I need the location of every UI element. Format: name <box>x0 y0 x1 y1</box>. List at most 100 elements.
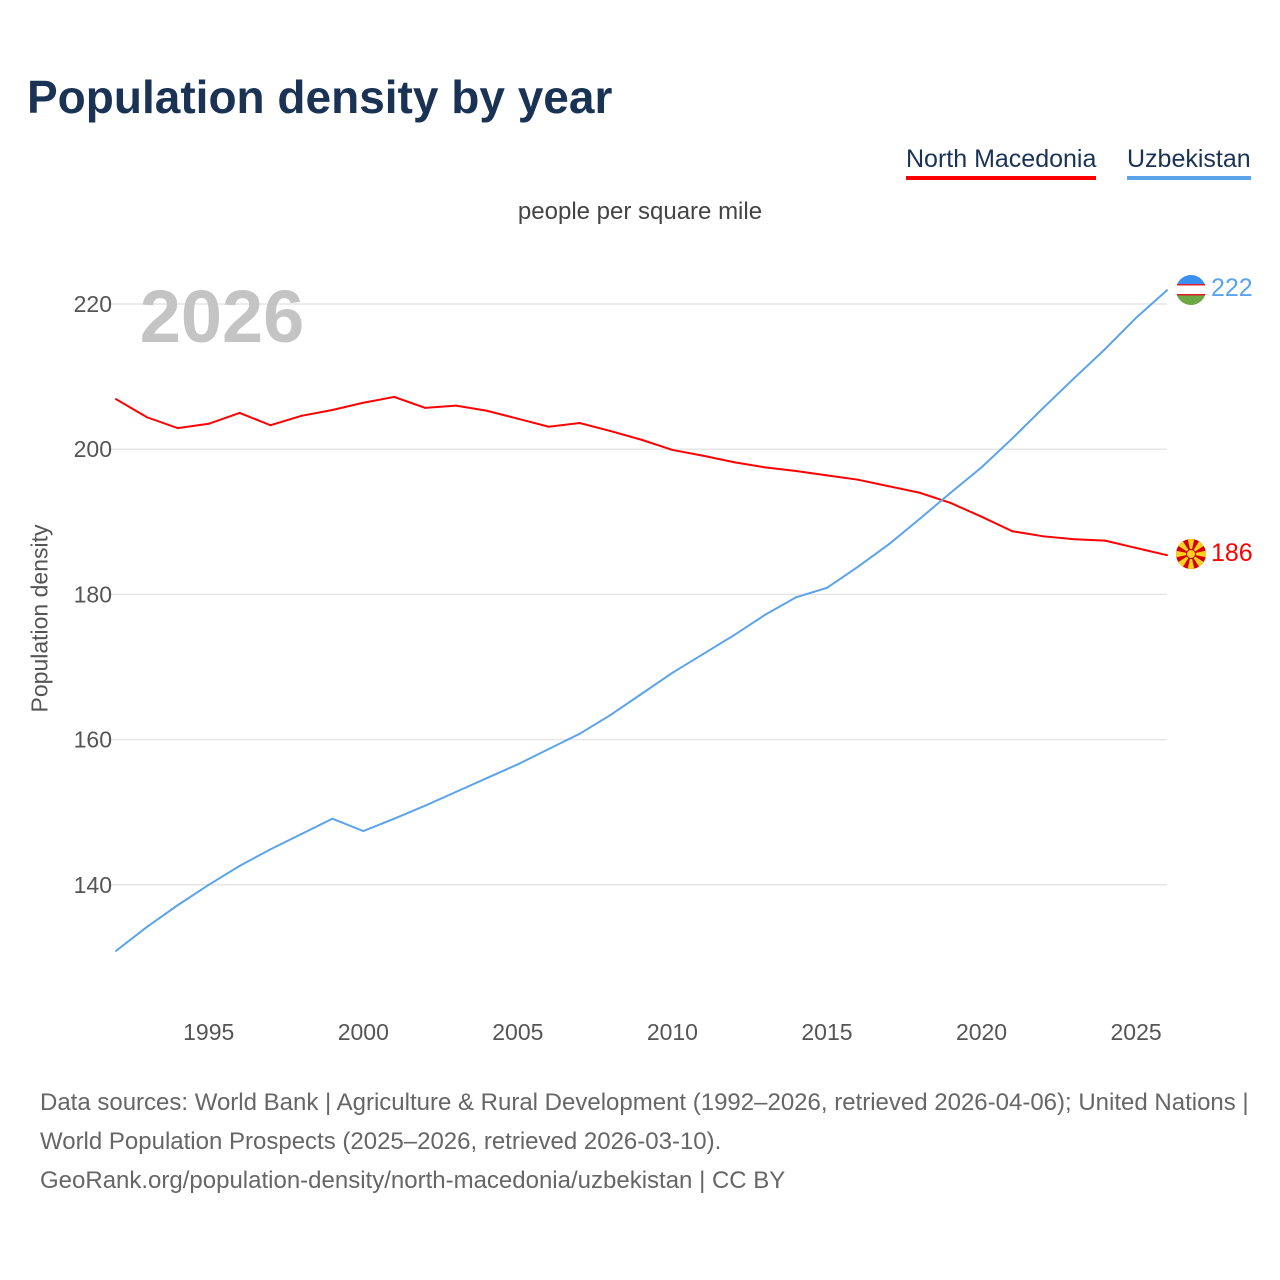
series-line-north-macedonia[interactable] <box>115 395 1168 557</box>
x-tick-label: 2005 <box>492 1019 543 1045</box>
data-point <box>1135 316 1138 319</box>
data-point <box>1073 377 1076 380</box>
legend-uzbekistan[interactable]: Uzbekistan <box>1127 145 1251 180</box>
data-point <box>393 817 396 820</box>
data-point <box>115 398 117 401</box>
data-point <box>424 804 427 807</box>
data-point <box>980 466 983 469</box>
data-point <box>269 848 272 851</box>
data-point <box>825 474 828 477</box>
y-tick-label: 140 <box>74 872 112 898</box>
data-point <box>362 830 365 833</box>
data-point <box>795 596 798 599</box>
data-point <box>702 652 705 655</box>
data-point <box>856 478 859 481</box>
data-point <box>733 461 736 464</box>
x-tick-label: 2020 <box>956 1019 1007 1045</box>
data-point <box>485 409 488 412</box>
data-point <box>671 671 674 674</box>
footer: Data sources: World Bank | Agriculture &… <box>40 1083 1250 1200</box>
series-line-uzbekistan[interactable] <box>115 289 1168 952</box>
data-point <box>671 448 674 451</box>
north-macedonia-flag-icon <box>1176 539 1206 569</box>
data-point <box>331 817 334 820</box>
data-point <box>1104 539 1107 542</box>
data-point <box>578 732 581 735</box>
data-sources: Data sources: World Bank | Agriculture &… <box>40 1089 1249 1155</box>
data-point <box>1042 535 1045 538</box>
y-tick-label: 200 <box>74 436 112 462</box>
data-point <box>918 517 921 520</box>
data-point <box>856 565 859 568</box>
data-point <box>609 430 612 433</box>
data-point <box>145 925 148 928</box>
data-point <box>918 491 921 494</box>
data-point <box>795 469 798 472</box>
x-tick-label: 1995 <box>183 1019 234 1045</box>
data-point <box>238 411 241 414</box>
data-point <box>485 777 488 780</box>
x-tick-label: 2015 <box>801 1019 852 1045</box>
uzbekistan-flag-icon <box>1176 275 1206 305</box>
flag-ray <box>1186 554 1196 569</box>
data-point <box>1073 538 1076 541</box>
data-point <box>1011 530 1014 533</box>
data-point <box>115 949 117 952</box>
data-point <box>733 634 736 637</box>
legend-north-macedonia[interactable]: North Macedonia <box>906 145 1097 180</box>
data-point <box>609 713 612 716</box>
data-point <box>702 454 705 457</box>
data-point <box>455 404 458 407</box>
north-macedonia-end-label: 186 <box>1211 539 1253 567</box>
data-point <box>516 417 519 420</box>
flag-ray <box>1191 549 1206 559</box>
data-point <box>547 425 550 428</box>
data-point <box>980 515 983 518</box>
data-point <box>362 401 365 404</box>
data-point <box>393 395 396 398</box>
data-point <box>764 613 767 616</box>
data-point <box>825 586 828 589</box>
data-point <box>455 790 458 793</box>
data-point <box>424 406 427 409</box>
data-point <box>1166 554 1168 557</box>
data-point <box>578 422 581 425</box>
data-point <box>331 408 334 411</box>
y-tick-label: 220 <box>74 291 112 317</box>
uzbekistan-end-label: 222 <box>1211 274 1253 302</box>
year-watermark: 2026 <box>140 275 305 358</box>
flag-ray <box>1176 549 1191 559</box>
data-point <box>1104 348 1107 351</box>
data-point <box>949 501 952 504</box>
data-point <box>207 883 210 886</box>
data-point <box>764 466 767 469</box>
data-point <box>516 763 519 766</box>
data-point <box>1166 289 1168 292</box>
y-tick-label: 180 <box>74 581 112 607</box>
data-point <box>887 485 890 488</box>
data-point <box>176 427 179 430</box>
flag-ray <box>1186 539 1196 554</box>
x-tick-label: 2000 <box>338 1019 389 1045</box>
data-point <box>547 748 550 751</box>
data-point <box>300 832 303 835</box>
y-tick-label: 160 <box>74 727 112 753</box>
data-point <box>300 414 303 417</box>
data-point <box>640 692 643 695</box>
data-point <box>949 491 952 494</box>
data-point <box>269 424 272 427</box>
data-point <box>238 864 241 867</box>
data-point <box>1011 437 1014 440</box>
data-point <box>887 543 890 546</box>
data-point <box>640 438 643 441</box>
chart-subtitle: people per square mile <box>517 198 763 225</box>
data-point <box>145 416 148 419</box>
chart-title: Population density by year <box>27 71 613 123</box>
data-point <box>207 422 210 425</box>
x-tick-label: 2010 <box>647 1019 698 1045</box>
data-point <box>1135 546 1138 549</box>
x-tick-label: 2025 <box>1111 1019 1162 1045</box>
data-point <box>176 904 179 907</box>
source-link[interactable]: GeoRank.org/population-density/north-mac… <box>40 1167 786 1194</box>
